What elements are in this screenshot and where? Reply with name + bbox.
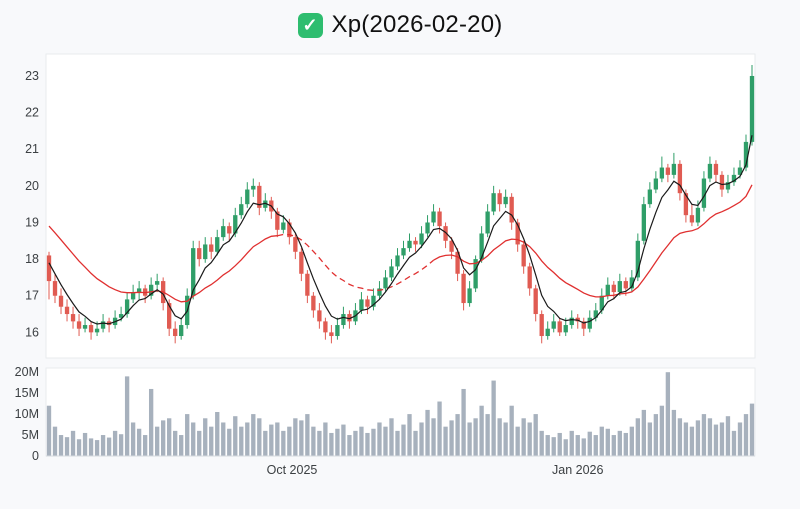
candlestick-volume-chart[interactable]: 16 17 18 19 20 21 22 23 0 5M 10M 15M 20M Oct 2025 Jan … [0,46,800,504]
price-axis: 16 17 18 19 20 21 22 23 [25,69,39,339]
svg-text:10M: 10M [15,407,39,421]
svg-text:22: 22 [25,106,39,120]
svg-text:Jan 2026: Jan 2026 [552,463,603,477]
svg-text:15M: 15M [15,386,39,400]
volume-bars [46,372,755,456]
svg-text:18: 18 [25,252,39,266]
svg-text:5M: 5M [22,428,39,442]
ma-slow-line [433,184,753,298]
svg-text:23: 23 [25,69,39,83]
svg-text:0: 0 [32,449,39,463]
chart-header: ✓ Xp(2026-02-20) [0,0,800,46]
svg-text:Oct 2025: Oct 2025 [267,463,318,477]
price-panel[interactable] [45,53,756,359]
svg-text:20M: 20M [15,365,39,379]
svg-text:19: 19 [25,215,39,229]
volume-axis: 0 5M 10M 15M 20M [15,365,39,463]
svg-text:20: 20 [25,179,39,193]
candles-layer [46,64,755,344]
ma-fast-line [48,135,753,325]
svg-text:17: 17 [25,289,39,303]
ma-slow-line [48,225,278,303]
page-title: Xp(2026-02-20) [331,11,503,38]
check-icon: ✓ [297,12,323,38]
svg-text:21: 21 [25,142,39,156]
svg-text:16: 16 [25,325,39,339]
ma-slow-line-dashed [277,233,434,292]
time-axis: Oct 2025 Jan 2026 [267,463,604,477]
